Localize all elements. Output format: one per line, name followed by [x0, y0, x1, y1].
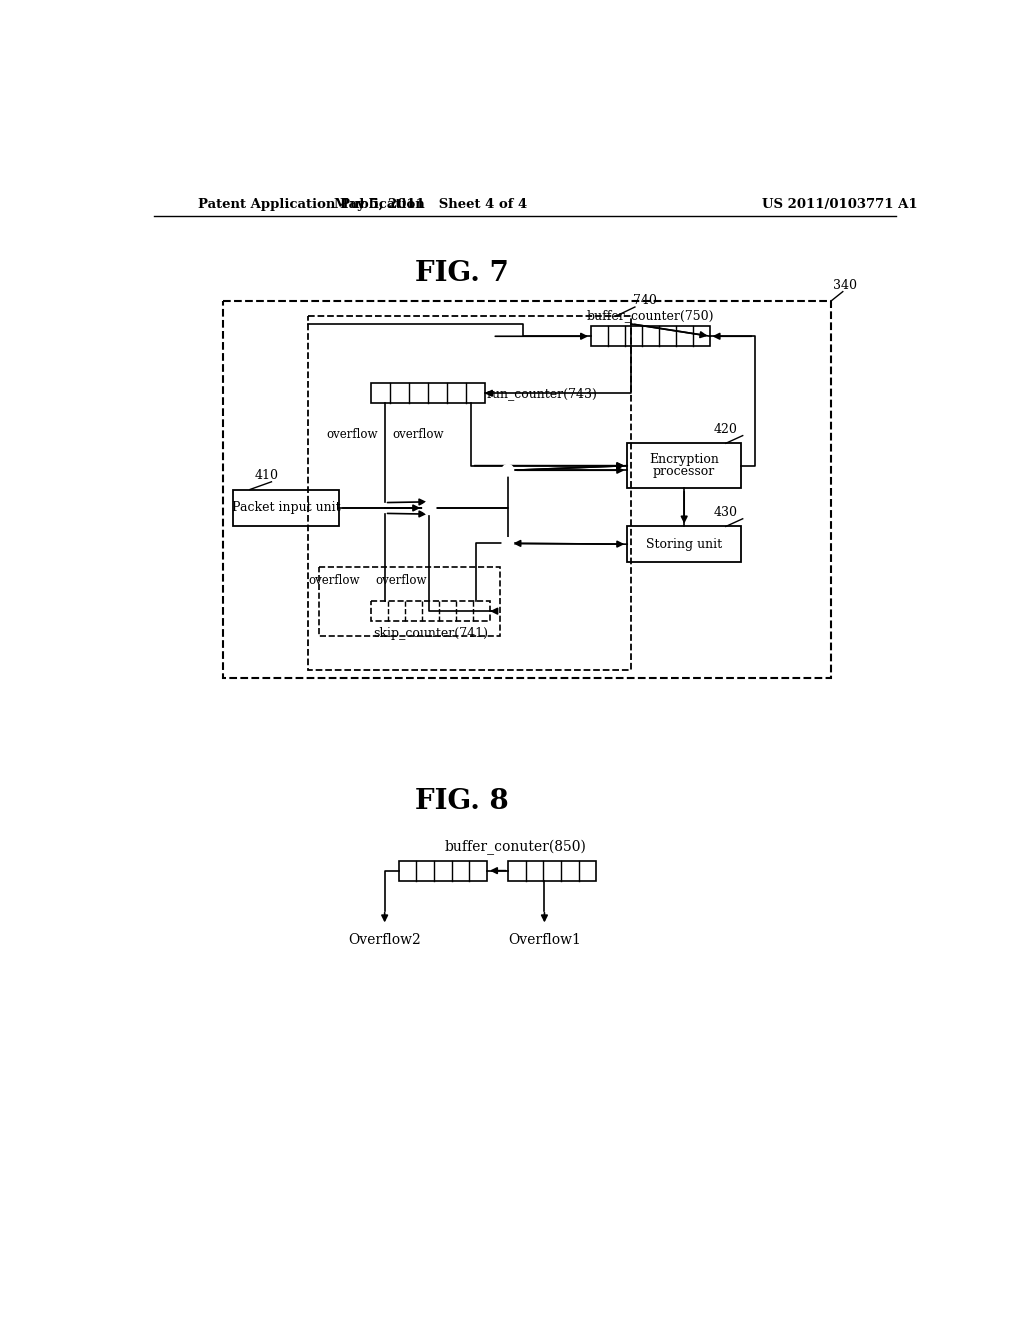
Text: 340: 340	[833, 279, 857, 292]
Text: 740: 740	[633, 294, 656, 308]
Text: FIG. 8: FIG. 8	[415, 788, 509, 814]
Text: Overflow1: Overflow1	[508, 933, 581, 946]
Text: FIG. 7: FIG. 7	[415, 260, 509, 288]
Text: overflow: overflow	[376, 574, 427, 587]
Circle shape	[503, 465, 513, 475]
Text: Encryption: Encryption	[649, 453, 719, 466]
Text: 420: 420	[714, 422, 737, 436]
Bar	[398, 861, 487, 880]
Text: 430: 430	[714, 506, 737, 519]
Text: run_counter(743): run_counter(743)	[487, 387, 598, 400]
Bar	[591, 326, 711, 346]
Text: overflow: overflow	[392, 428, 443, 441]
Bar	[319, 566, 500, 636]
Bar	[371, 601, 490, 622]
Bar	[508, 861, 596, 880]
Text: skip_counter(741): skip_counter(741)	[373, 627, 488, 640]
Text: buffer_counter(750): buffer_counter(750)	[587, 309, 715, 322]
Text: Patent Application Publication: Patent Application Publication	[199, 198, 425, 211]
Text: Storing unit: Storing unit	[646, 537, 722, 550]
Circle shape	[423, 502, 435, 513]
Bar	[371, 383, 484, 404]
Bar	[307, 317, 631, 671]
Bar	[223, 301, 831, 678]
Text: Packet input unit: Packet input unit	[231, 502, 340, 515]
Text: Overflow2: Overflow2	[348, 933, 421, 946]
Text: US 2011/0103771 A1: US 2011/0103771 A1	[762, 198, 918, 211]
Text: buffer_conuter(850): buffer_conuter(850)	[444, 840, 587, 855]
Circle shape	[503, 539, 513, 549]
Text: overflow: overflow	[327, 428, 378, 441]
Bar	[628, 444, 741, 488]
Bar	[233, 490, 339, 527]
Text: 410: 410	[255, 469, 279, 482]
Bar	[628, 527, 741, 562]
Text: overflow: overflow	[308, 574, 359, 587]
Text: May 5, 2011   Sheet 4 of 4: May 5, 2011 Sheet 4 of 4	[334, 198, 527, 211]
Text: processor: processor	[653, 465, 716, 478]
